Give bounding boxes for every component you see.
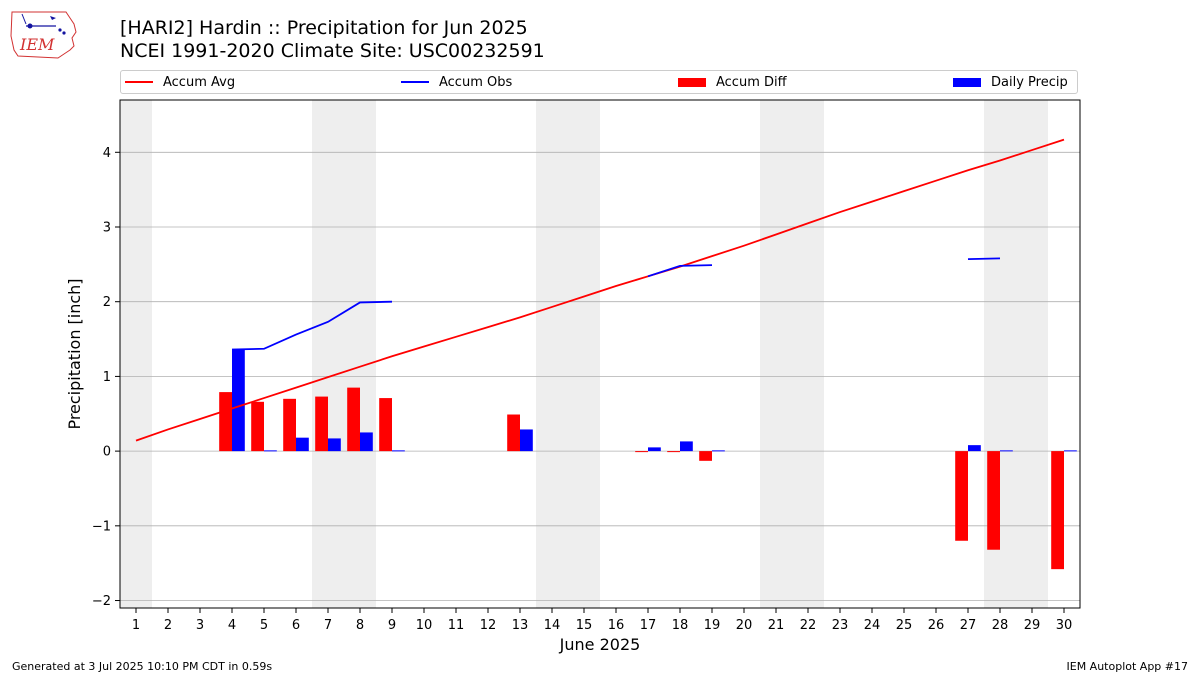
iem-logo: IEM xyxy=(10,11,77,59)
x-tick-label: 24 xyxy=(864,618,881,633)
y-tick-label: 2 xyxy=(103,295,111,310)
x-tick-label: 26 xyxy=(928,618,945,633)
y-tick-label: 4 xyxy=(103,146,111,161)
y-tick-label: 3 xyxy=(103,221,111,236)
x-axis-label: June 2025 xyxy=(559,635,641,654)
daily-precip-bar xyxy=(680,441,693,452)
legend-swatch-accum-avg xyxy=(125,81,153,83)
weekend-band xyxy=(760,100,824,608)
y-tick-label: 0 xyxy=(103,445,111,460)
y-tick-label: −2 xyxy=(92,594,111,609)
logo-text: IEM xyxy=(19,35,55,54)
weekend-band xyxy=(312,100,376,608)
x-tick-label: 5 xyxy=(260,618,268,633)
accum-diff-bar xyxy=(1051,451,1064,570)
x-tick-label: 7 xyxy=(324,618,332,633)
weekend-band xyxy=(120,100,152,608)
footer-app-label: IEM Autoplot App #17 xyxy=(1066,660,1189,673)
accum-diff-bar xyxy=(635,451,648,453)
daily-precip-bar xyxy=(264,450,277,452)
accum-obs-line xyxy=(647,264,713,278)
x-tick-label: 25 xyxy=(896,618,913,633)
x-tick-label: 10 xyxy=(416,618,433,633)
x-tick-label: 3 xyxy=(196,618,204,633)
legend-item-accum-obs: Accum Obs xyxy=(401,71,512,93)
footer-generated-text: Generated at 3 Jul 2025 10:10 PM CDT in … xyxy=(12,660,273,673)
daily-precip-bar xyxy=(648,447,661,452)
x-tick-label: 22 xyxy=(800,618,817,633)
x-tick-label: 6 xyxy=(292,618,300,633)
x-tick-label: 18 xyxy=(672,618,689,633)
x-tick-label: 30 xyxy=(1056,618,1073,633)
x-tick-label: 27 xyxy=(960,618,977,633)
y-tick-label: 1 xyxy=(103,370,111,385)
weekend-band xyxy=(536,100,600,608)
accum-diff-bar xyxy=(699,451,712,461)
x-tick-label: 23 xyxy=(832,618,849,633)
x-tick-label: 4 xyxy=(228,618,236,633)
chart-title: [HARI2] Hardin :: Precipitation for Jun … xyxy=(120,17,528,39)
x-tick-label: 17 xyxy=(640,618,657,633)
daily-precip-bar xyxy=(968,445,981,452)
legend-label-daily-precip: Daily Precip xyxy=(991,74,1068,90)
x-tick-label: 8 xyxy=(356,618,364,633)
plot-frame xyxy=(119,99,1081,609)
chart-subtitle: NCEI 1991-2020 Climate Site: USC00232591 xyxy=(120,40,545,62)
accum-diff-bar xyxy=(379,398,392,452)
legend-label-accum-obs: Accum Obs xyxy=(439,74,513,90)
x-tick-label: 9 xyxy=(388,618,396,633)
x-tick-label: 19 xyxy=(704,618,721,633)
daily-precip-bar xyxy=(1000,450,1013,452)
daily-precip-bar xyxy=(328,438,341,452)
daily-precip-bar xyxy=(520,429,533,452)
x-tick-label: 29 xyxy=(1024,618,1041,633)
accum-avg-line xyxy=(135,138,1065,442)
accum-diff-bar xyxy=(219,392,232,452)
legend-swatch-accum-obs xyxy=(401,81,429,83)
accum-diff-bar xyxy=(955,451,968,541)
x-tick-label: 28 xyxy=(992,618,1009,633)
legend-swatch-daily-precip xyxy=(953,77,981,87)
x-tick-label: 20 xyxy=(736,618,753,633)
legend-item-accum-avg: Accum Avg xyxy=(125,71,235,93)
x-tick-label: 1 xyxy=(132,618,140,633)
x-tick-label: 21 xyxy=(768,618,785,633)
y-tick-label: −1 xyxy=(92,519,111,534)
legend-swatch-accum-diff xyxy=(678,77,706,87)
legend-label-accum-diff: Accum Diff xyxy=(716,74,787,90)
accum-diff-bar xyxy=(283,398,296,452)
x-tick-label: 13 xyxy=(512,618,529,633)
x-tick-label: 14 xyxy=(544,618,561,633)
accum-diff-bar xyxy=(251,401,264,452)
x-tick-label: 11 xyxy=(448,618,465,633)
daily-precip-bar xyxy=(712,450,725,452)
accum-obs-line xyxy=(231,300,393,351)
x-tick-label: 15 xyxy=(576,618,593,633)
iowa-state-outline xyxy=(10,11,77,59)
daily-precip-bar xyxy=(296,437,309,452)
accum-diff-bar xyxy=(987,451,1000,550)
x-tick-label: 16 xyxy=(608,618,625,633)
daily-precip-bar xyxy=(360,432,373,452)
accum-diff-bar xyxy=(667,451,680,453)
legend: Accum Avg Accum Obs Accum Diff Daily Pre… xyxy=(120,70,1078,94)
legend-item-daily-precip: Daily Precip xyxy=(953,71,1068,93)
accum-diff-bar xyxy=(315,396,328,452)
accum-diff-bar xyxy=(507,414,520,452)
daily-precip-bar xyxy=(1064,450,1077,452)
daily-precip-bar xyxy=(392,450,405,452)
y-axis-label: Precipitation [inch] xyxy=(65,278,84,429)
accum-diff-bar xyxy=(347,387,360,452)
accum-obs-line xyxy=(967,257,1001,261)
daily-precip-bar xyxy=(232,349,245,452)
legend-label-accum-avg: Accum Avg xyxy=(163,74,236,90)
x-tick-label: 12 xyxy=(480,618,497,633)
x-tick-label: 2 xyxy=(164,618,172,633)
legend-item-accum-diff: Accum Diff xyxy=(678,71,787,93)
